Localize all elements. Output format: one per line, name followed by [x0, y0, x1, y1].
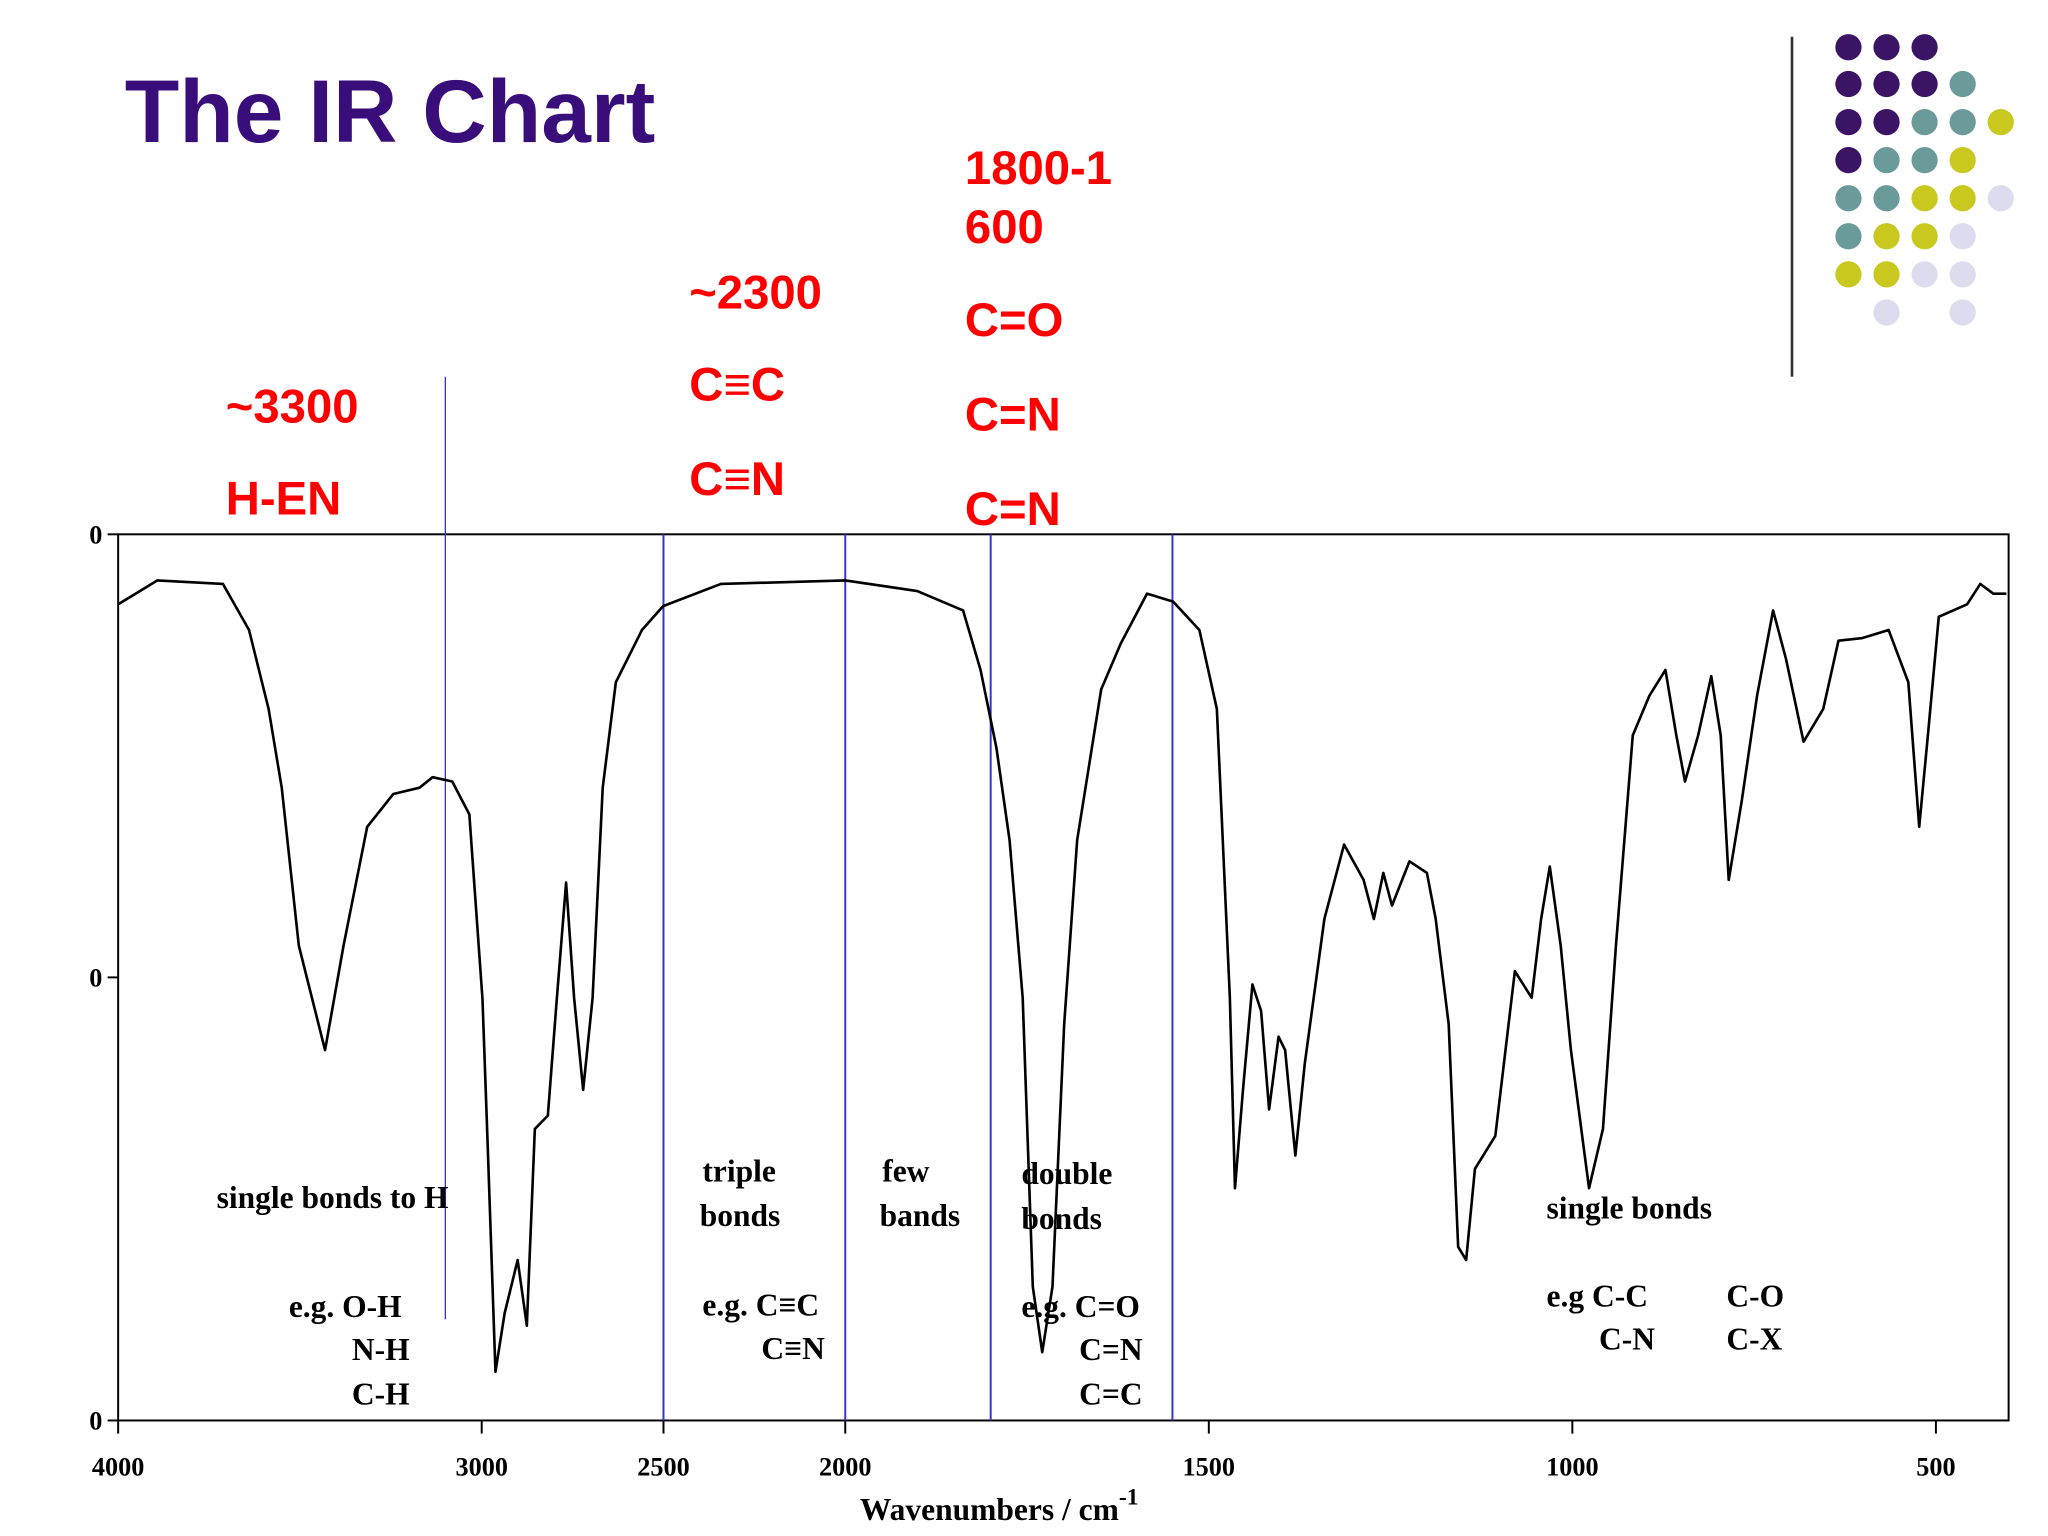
region-annotation: C=N	[965, 483, 1061, 536]
x-axis-label-sup: -1	[1119, 1484, 1139, 1510]
region-label: C-N	[1599, 1322, 1655, 1357]
region-annotation: C=N	[965, 389, 1061, 442]
dots-purple	[1835, 34, 1938, 174]
plot-frame	[117, 533, 2010, 1422]
x-tick-label: 2000	[819, 1453, 872, 1482]
region-label: C-X	[1726, 1322, 1782, 1357]
region-label: C=N	[1079, 1332, 1143, 1367]
y-tick-label: 0	[89, 521, 102, 550]
x-tick-label: 3000	[455, 1453, 508, 1482]
region-annotation: C≡C	[689, 358, 785, 411]
x-axis-label: Wavenumbers / cm-1	[860, 1484, 1139, 1527]
decor-dots	[1790, 34, 2014, 377]
region-annotation: C≡N	[689, 453, 785, 506]
x-tick-label: 2500	[637, 1453, 690, 1482]
region-annotation: ~2300	[689, 267, 822, 320]
dots-lavender	[1873, 185, 2014, 326]
region-label: double	[1021, 1156, 1112, 1191]
region-label: bands	[880, 1198, 961, 1233]
dots-teal	[1835, 70, 1976, 250]
region-label: e.g. C=O	[1021, 1289, 1140, 1324]
region-label: C-O	[1726, 1278, 1784, 1313]
region-label: e.g C-C	[1547, 1278, 1648, 1313]
region-label: bonds	[1021, 1201, 1102, 1236]
region-annotation: H-EN	[226, 473, 341, 526]
region-annotation: C=O	[965, 294, 1063, 347]
region-label: N-H	[352, 1332, 410, 1367]
y-tick-label: 0	[89, 1407, 102, 1436]
region-label: C-H	[352, 1377, 410, 1412]
dots-yellow	[1835, 108, 2014, 288]
region-label: e.g. C≡C	[702, 1287, 819, 1322]
x-tick-label: 1000	[1546, 1453, 1599, 1482]
y-tick-label: 0	[89, 964, 102, 993]
region-label: C≡N	[761, 1331, 825, 1366]
region-label: C=C	[1079, 1377, 1142, 1412]
region-annotation: ~3300	[226, 381, 359, 434]
region-label: triple	[702, 1154, 775, 1189]
x-tick-label: 1500	[1183, 1453, 1236, 1482]
region-label: e.g. O-H	[289, 1289, 402, 1324]
region-label: single bonds to H	[217, 1180, 449, 1215]
slide-title: The IR Chart	[125, 61, 656, 161]
x-tick-label: 4000	[92, 1453, 145, 1482]
region-annotation: 600	[965, 201, 1044, 254]
x-tick-label: 500	[1916, 1453, 1955, 1482]
region-annotation: 1800-1	[965, 142, 1112, 195]
x-axis-label-main: Wavenumbers / cm	[860, 1492, 1119, 1527]
region-label: single bonds	[1547, 1190, 1712, 1225]
spectrum-line	[117, 579, 2007, 1374]
region-label: bonds	[700, 1198, 781, 1233]
region-label: few	[882, 1154, 929, 1189]
